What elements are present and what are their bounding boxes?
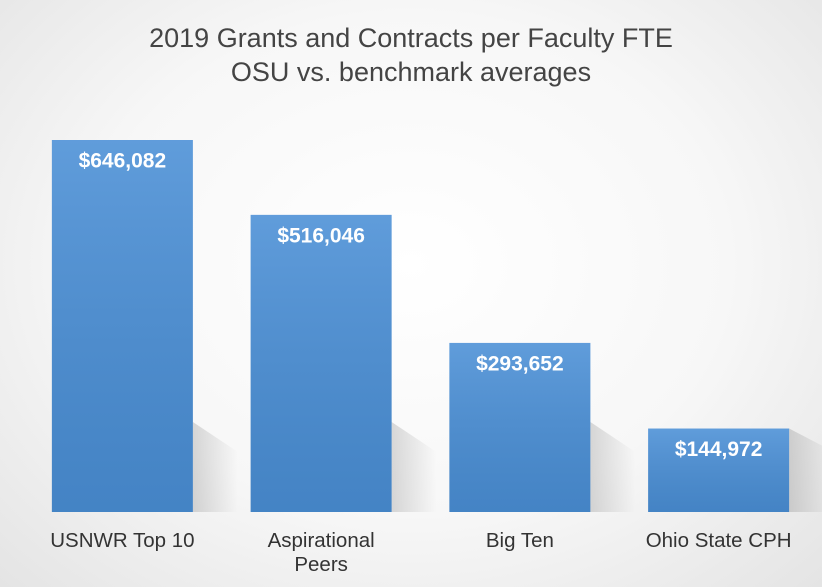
bar-sheen [648,428,790,512]
x-tick-label: Big Ten [485,529,554,552]
chart-subtitle: OSU vs. benchmark averages [231,57,591,87]
bar-sheen [250,214,392,513]
value-label: $646,082 [79,150,167,173]
x-tick-label: USNWR Top 10 [50,529,195,552]
bar-shadow [590,422,636,512]
value-label: $144,972 [675,438,763,461]
bar-shadow [391,422,437,512]
x-tick-label: Ohio State CPH [645,529,792,552]
value-label: $516,046 [277,224,365,247]
bar-sheen [449,342,591,512]
bar-shadow [789,428,822,512]
bar-sheen [51,140,193,512]
x-tick-label: Aspirational Peers [267,529,375,576]
value-label: $293,652 [476,352,564,375]
bar-shadow [192,422,238,512]
chart-title: 2019 Grants and Contracts per Faculty FT… [149,23,673,53]
